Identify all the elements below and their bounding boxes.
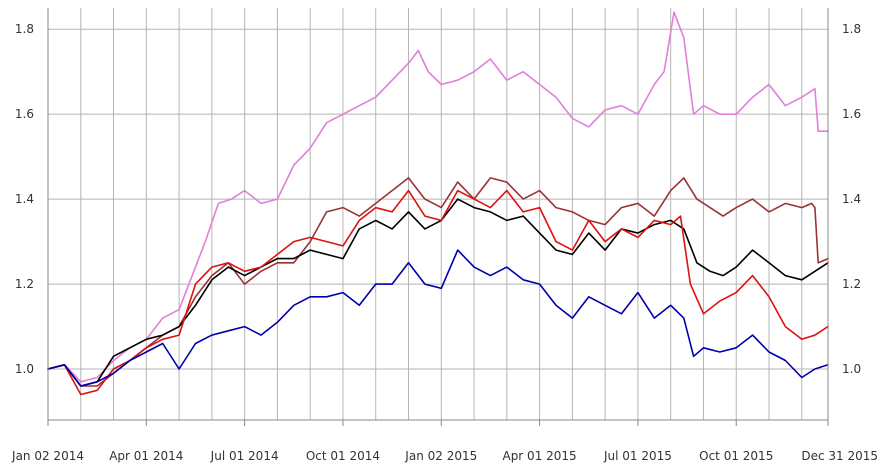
y-tick-label-right: 1.6 xyxy=(842,107,861,121)
x-tick-label: Jan 02 2015 xyxy=(404,449,477,463)
x-tick-label: Apr 01 2014 xyxy=(109,449,183,463)
y-tick-label-left: 1.6 xyxy=(15,107,34,121)
x-tick-label: Jul 01 2015 xyxy=(603,449,672,463)
y-tick-label-left: 1.8 xyxy=(15,22,34,36)
series-layer xyxy=(47,11,829,396)
series-line-brown xyxy=(47,177,829,387)
y-tick-label-right: 1.0 xyxy=(842,362,861,376)
series-line-blue xyxy=(47,249,829,387)
y-tick-label-right: 1.4 xyxy=(842,192,861,206)
y-tick-label-left: 1.4 xyxy=(15,192,34,206)
y-tick-label-left: 1.2 xyxy=(15,277,34,291)
x-tick-label: Dec 31 2015 xyxy=(801,449,878,463)
grid xyxy=(47,8,828,420)
y-tick-label-right: 1.8 xyxy=(842,22,861,36)
x-tick-label: Oct 01 2015 xyxy=(699,449,773,463)
axes: 1.0 1.0 1.2 1.2 1.4 1.4 1.6 1.6 1.8 1.8 Jan 02 201… xyxy=(11,8,878,463)
x-tick-label: Apr 01 2015 xyxy=(502,449,576,463)
y-tick-label-right: 1.2 xyxy=(842,277,861,291)
y-tick-label-left: 1.0 xyxy=(15,362,34,376)
x-tick-label: Oct 01 2014 xyxy=(306,449,380,463)
x-tick-label: Jan 02 2014 xyxy=(11,449,84,463)
series-line-red xyxy=(47,189,829,396)
series-line-black xyxy=(47,198,829,387)
series-line-violet xyxy=(47,11,829,383)
x-tick-label: Jul 01 2014 xyxy=(210,449,279,463)
